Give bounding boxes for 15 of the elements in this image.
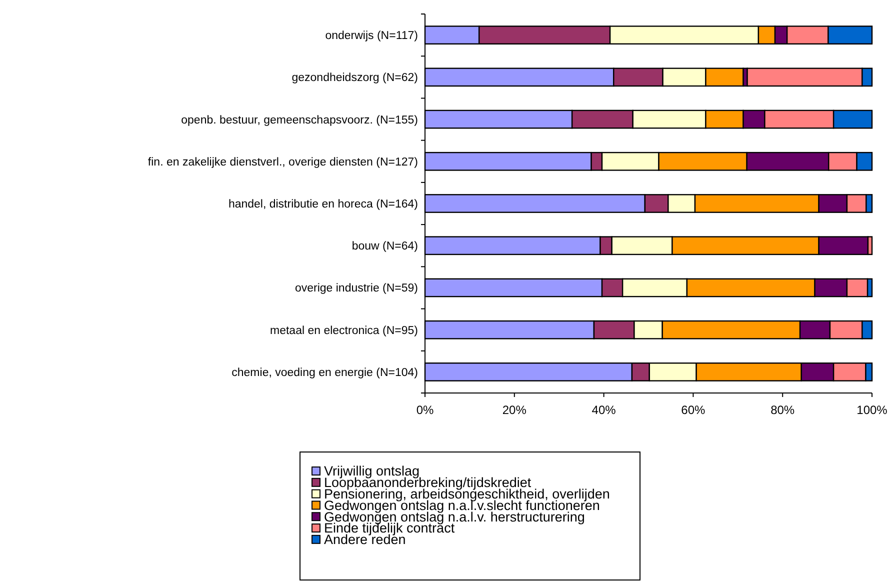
- x-tick-label: 100%: [856, 403, 888, 418]
- y-tick-label: handel, distributie en horeca (N=164): [228, 198, 418, 211]
- x-tick-label: 80%: [770, 403, 795, 418]
- y-tick-label: gezondheidszorg (N=62): [292, 72, 418, 84]
- x-tick-label: 20%: [502, 403, 527, 418]
- x-tick-label: 60%: [681, 403, 706, 418]
- y-tick-label: metaal en electronica (N=95): [270, 324, 418, 337]
- x-tick-label: 0%: [416, 403, 434, 418]
- y-tick-label: openb. bestuur, gemeenschapsvoorz. (N=155): [181, 114, 418, 126]
- y-tick-label: fin. en zakelijke dienstverl., overige diensten (N=127): [148, 156, 418, 168]
- y-tick-label: bouw (N=64): [352, 240, 418, 253]
- y-tick-label: onderwijs (N=117): [325, 30, 418, 42]
- y-tick-label: chemie, voeding en energie (N=104): [232, 366, 418, 379]
- y-tick-label: overige industrie (N=59): [294, 282, 418, 295]
- x-tick-label: 40%: [592, 403, 616, 418]
